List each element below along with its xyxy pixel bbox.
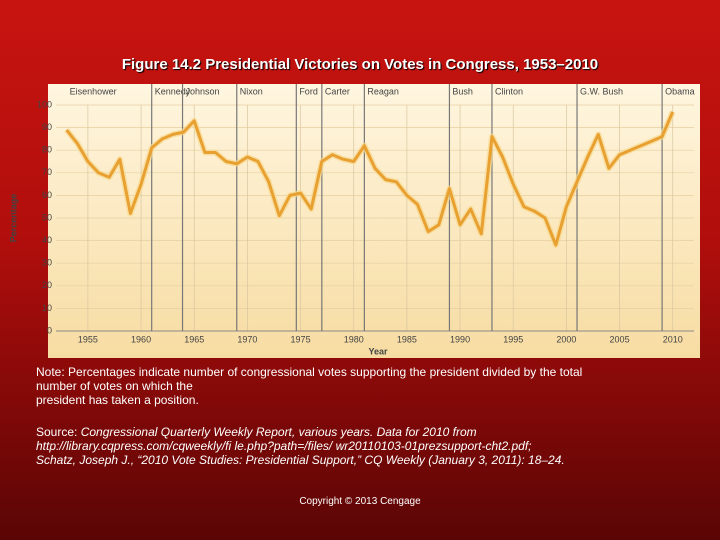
source-text: Congressional Quarterly Weekly Report, v…: [77, 425, 477, 439]
source-label: Source:: [36, 425, 78, 439]
x-tick-label: 1975: [291, 334, 311, 344]
x-tick-label: 1970: [237, 334, 257, 344]
x-tick-label: 1985: [397, 334, 417, 344]
x-tick-label: 1965: [184, 334, 204, 344]
x-tick-label: 2010: [663, 334, 683, 344]
note: Note: Percentages indicate number of con…: [36, 365, 686, 407]
y-tick-label: 100: [37, 99, 52, 109]
x-tick-label: 2000: [556, 334, 576, 344]
president-label: Ford: [299, 86, 318, 96]
y-tick-label: 50: [42, 212, 52, 222]
x-tick-label: 1955: [78, 334, 98, 344]
x-tick-label: 2005: [610, 334, 630, 344]
president-label: Reagan: [367, 86, 399, 96]
source: Source: Congressional Quarterly Weekly R…: [36, 425, 706, 467]
note-line: number of votes on which the: [36, 379, 193, 393]
y-tick-label: 20: [42, 280, 52, 290]
y-tick-label: 40: [42, 235, 52, 245]
y-axis-label: Percentage: [8, 194, 18, 243]
president-label: Eisenhower: [70, 86, 117, 96]
slide-title: Figure 14.2 Presidential Victories on Vo…: [121, 56, 599, 73]
source-line: http://library.cqpress.com/cqweekly/fi l…: [36, 439, 706, 453]
chart-background: [48, 84, 700, 358]
x-tick-label: 1990: [450, 334, 470, 344]
source-text: http://library.cqpress.com/cqweekly/fi l…: [36, 439, 532, 453]
president-label: G.W. Bush: [580, 86, 623, 96]
source-line: Source: Congressional Quarterly Weekly R…: [36, 425, 706, 439]
x-axis-label: Year: [368, 346, 388, 356]
y-tick-label: 80: [42, 145, 52, 155]
x-tick-label: 1980: [344, 334, 364, 344]
y-tick-label: 60: [42, 190, 52, 200]
y-tick-label: 70: [42, 167, 52, 177]
president-label: Bush: [452, 86, 473, 96]
note-line: president has taken a position.: [36, 393, 199, 407]
note-line: Note: Percentages indicate number of con…: [36, 365, 583, 379]
chart: Year Percentage 0 10 20 30 40 50 60 70 80 90 100 19…: [8, 84, 700, 358]
president-label: Clinton: [495, 86, 523, 96]
y-tick-label: 0: [47, 325, 52, 335]
source-line: Schatz, Joseph J., “2010 Vote Studies: P…: [36, 453, 706, 467]
president-label: Carter: [325, 86, 350, 96]
president-label: Johnson: [186, 86, 220, 96]
y-tick-label: 30: [42, 258, 52, 268]
copyright: Copyright © 2013 Cengage: [299, 496, 421, 507]
y-tick-label: 90: [42, 122, 52, 132]
y-tick-label: 10: [42, 303, 52, 313]
president-label: Obama: [665, 86, 695, 96]
x-tick-label: 1995: [503, 334, 523, 344]
president-label: Nixon: [240, 86, 263, 96]
source-text: Schatz, Joseph J., “2010 Vote Studies: P…: [36, 453, 565, 467]
x-tick-label: 1960: [131, 334, 151, 344]
president-label: Kennedy: [155, 86, 191, 96]
line: [65, 111, 675, 247]
